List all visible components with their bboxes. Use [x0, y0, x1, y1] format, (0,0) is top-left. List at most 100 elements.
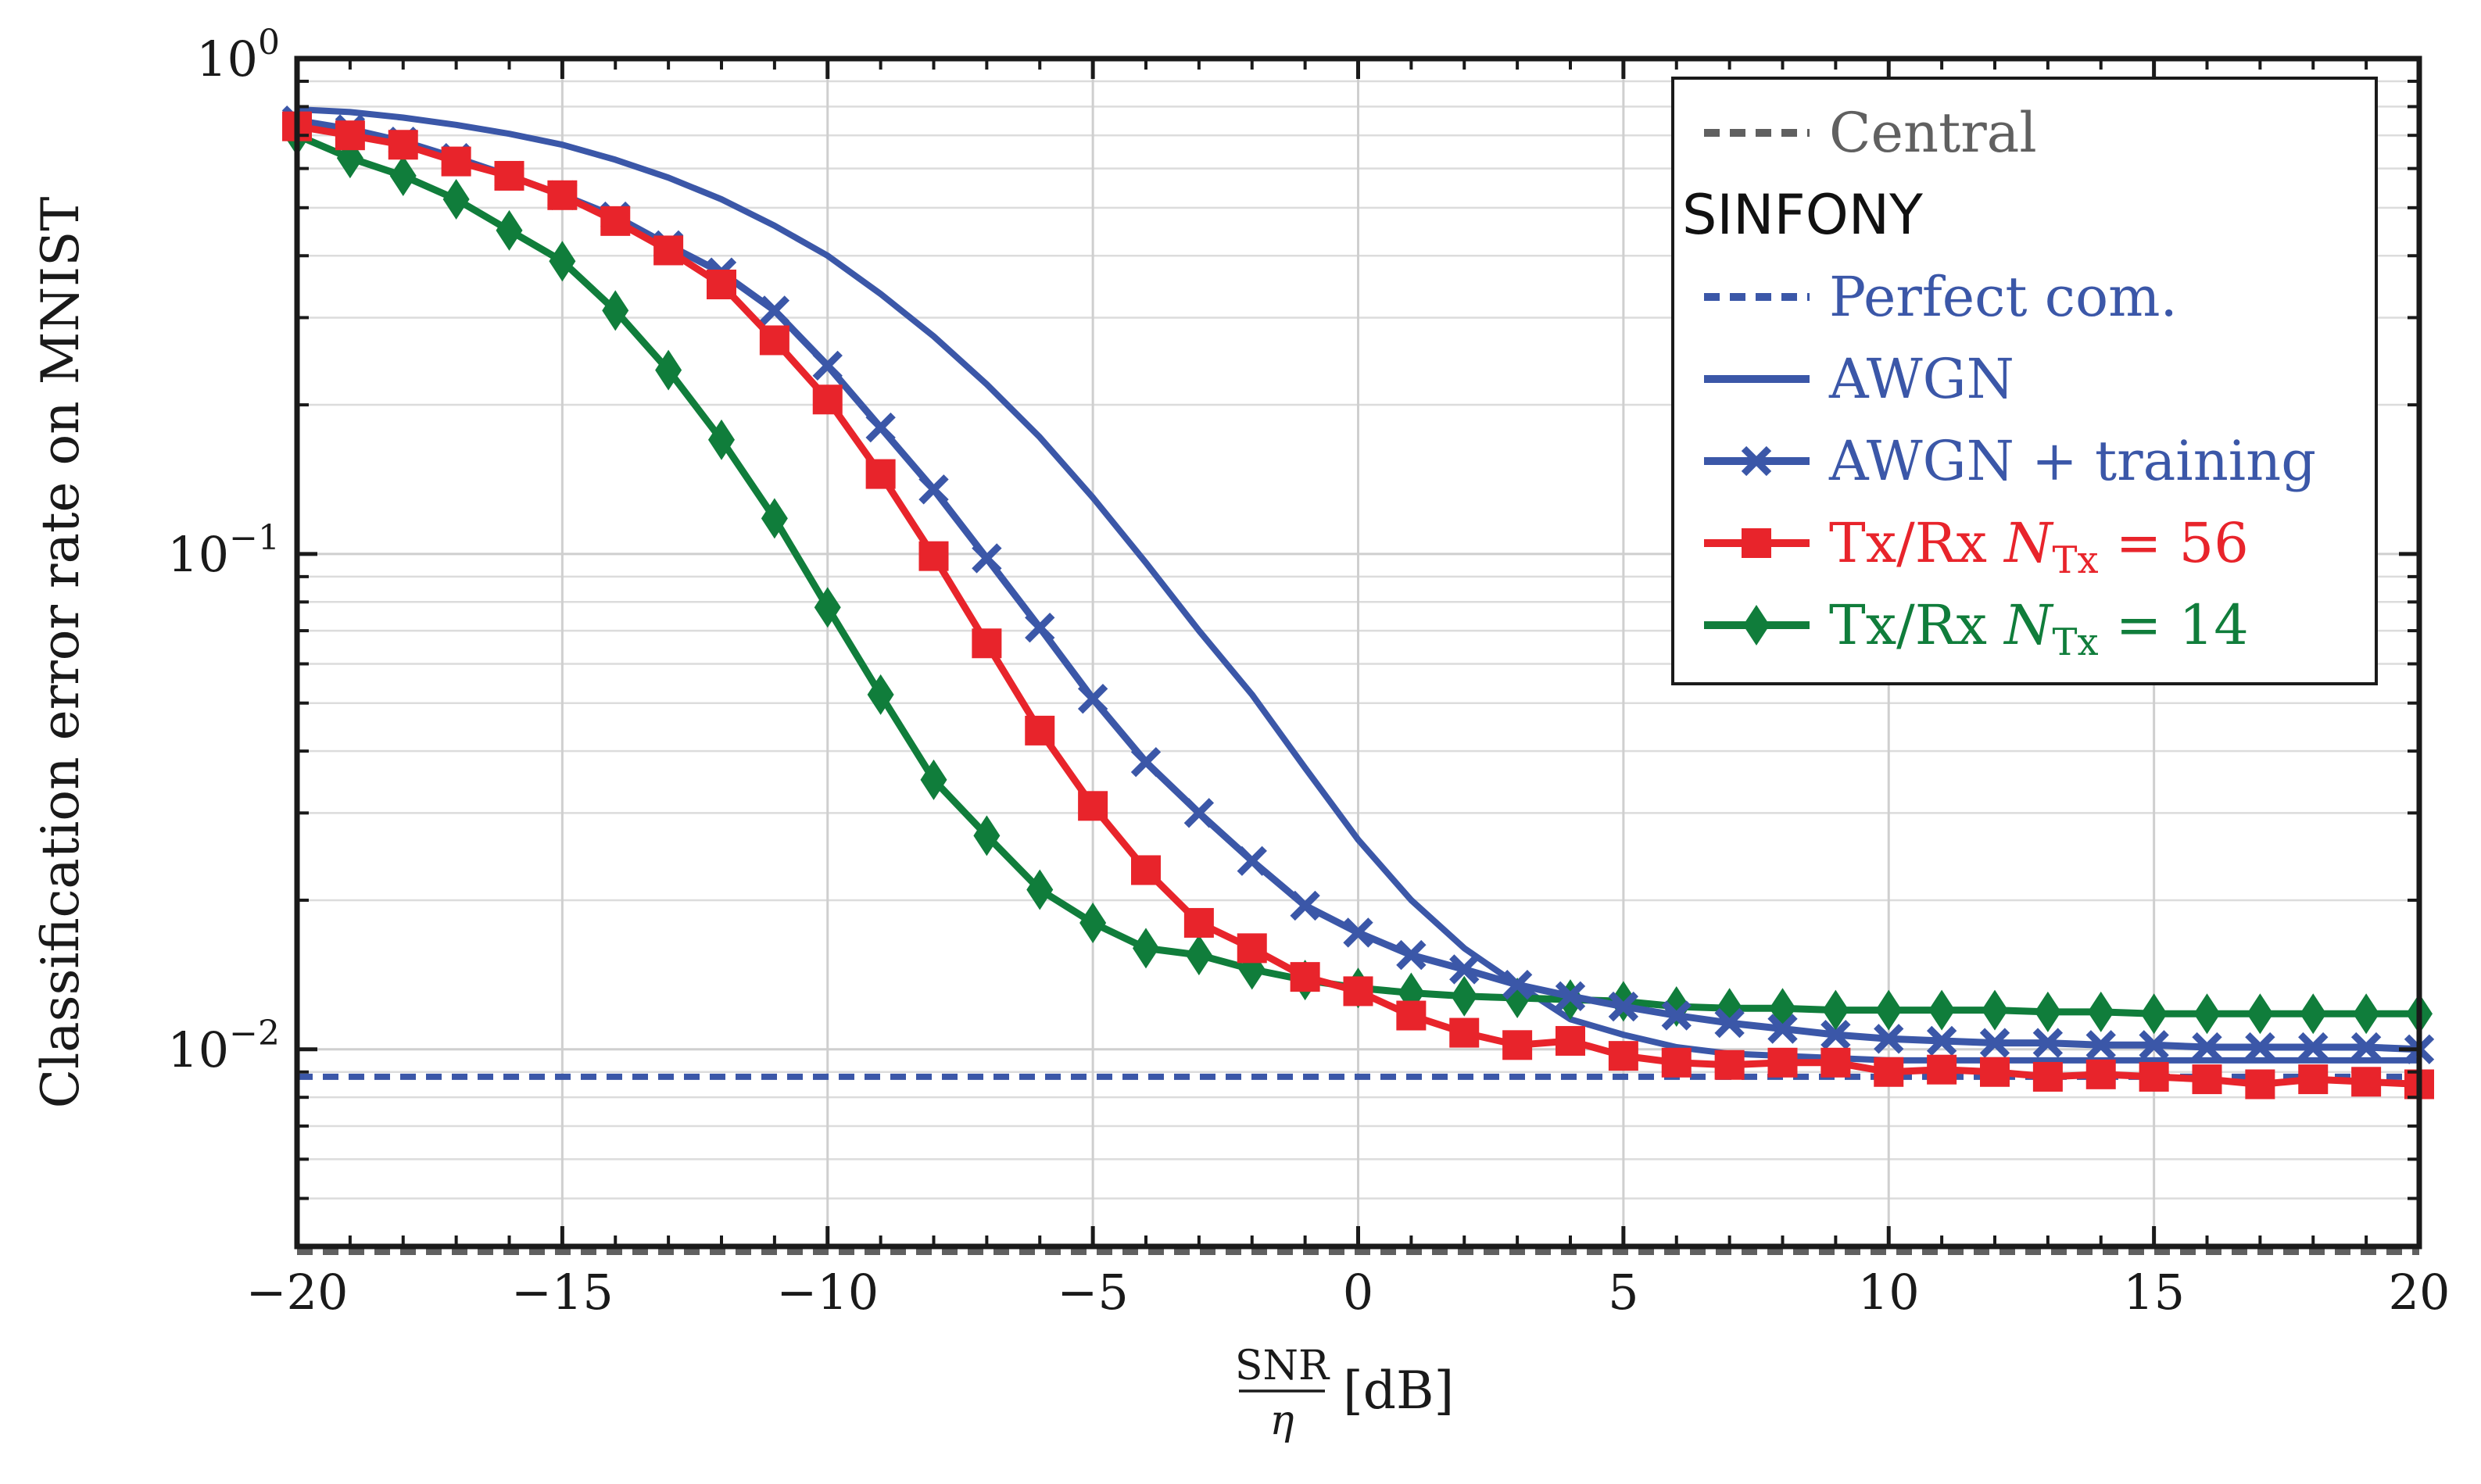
data-point-x [812, 350, 843, 381]
data-point-x [1183, 798, 1215, 828]
data-point-square [335, 120, 365, 151]
data-point-square [1025, 715, 1055, 746]
data-point-diamond [2034, 991, 2061, 1032]
legend-title: SINFONY [1682, 183, 1923, 247]
legend-entry-tx-rx-n-tx-14: Tx/Rx NTx = 14 [1704, 593, 2249, 664]
y-tick-label: 100 [196, 23, 280, 88]
data-point-x [1502, 969, 1533, 1000]
data-point-x [1714, 1007, 1745, 1039]
data-point-square [653, 235, 684, 266]
data-point-diamond [867, 674, 894, 715]
data-point-square [2192, 1064, 2222, 1095]
data-point-diamond [1451, 975, 1478, 1017]
data-point-diamond [549, 241, 576, 282]
data-point-diamond [496, 209, 523, 251]
series-line-awgn [296, 105, 2419, 1064]
data-point-square [1874, 1057, 1904, 1087]
data-point-x [1077, 684, 1108, 714]
data-point-square [1449, 1017, 1480, 1048]
data-point-diamond [920, 759, 947, 800]
legend-entry-tx-rx-n-tx-56: Tx/Rx NTx = 56 [1704, 511, 2249, 582]
data-point-square [1661, 1047, 1692, 1078]
data-point-square [1343, 976, 1373, 1007]
data-point-x [1025, 612, 1055, 643]
series-awgn [296, 105, 2419, 1064]
data-point-diamond [1822, 989, 1849, 1031]
data-point-x [1979, 1028, 2010, 1058]
x-tick-label: −10 [776, 1264, 879, 1321]
data-point-x [1874, 1024, 1904, 1054]
ticks: −20 −15 −10 −5 0 5 10 15 20 100 10−1 10−2 [167, 23, 2450, 1321]
data-point-x [1926, 1025, 1957, 1057]
data-point-diamond [973, 815, 1001, 856]
data-point-x [1396, 939, 1427, 971]
legend: Central SINFONY Perfect com. AWGN AWGN + tra… [1671, 77, 2378, 685]
data-point-diamond [708, 419, 735, 460]
x-tick-label: −20 [246, 1264, 349, 1321]
data-point-x [972, 543, 1002, 574]
data-point-diamond [814, 587, 841, 628]
data-point-x [759, 295, 790, 326]
legend-label: Perfect com. [1829, 265, 2178, 329]
data-point-x [2032, 1028, 2064, 1058]
legend-label: Tx/Rx NTx = 14 [1829, 593, 2249, 664]
x-axis-label: SNR η [dB] [1235, 1343, 1454, 1444]
data-point-x [918, 474, 949, 505]
y-axis-label: Classification error rate on MNIST [30, 197, 91, 1109]
x-tick-label: 0 [1343, 1264, 1373, 1321]
data-point-square [547, 180, 578, 210]
data-point-square [1237, 933, 1267, 964]
data-point-square [812, 384, 843, 415]
data-point-square [1183, 907, 1214, 938]
legend-entry-awgn: AWGN [1704, 347, 2014, 411]
x-tick-label: −5 [1057, 1264, 1128, 1321]
data-point-square [388, 130, 418, 160]
data-point-x [1449, 954, 1480, 985]
data-point-square [441, 146, 471, 177]
data-point-diamond [602, 290, 629, 331]
data-point-diamond [1185, 935, 1212, 976]
data-point-square [1767, 1047, 1798, 1078]
data-point-x [2298, 1032, 2329, 1063]
data-point-x [1767, 1014, 1798, 1044]
data-point-diamond [1743, 605, 1770, 645]
data-point-diamond [389, 155, 417, 196]
data-point-x [1608, 991, 1639, 1022]
data-point-x [2192, 1032, 2222, 1063]
legend-entry-perfect-com: Perfect com. [1704, 265, 2178, 329]
data-point-square [972, 628, 1002, 659]
legend-label: Tx/Rx NTx = 56 [1829, 511, 2249, 582]
data-point-square [1131, 855, 1161, 885]
data-point-square [1502, 1030, 1533, 1060]
data-point-square [600, 206, 631, 236]
data-point-diamond [2300, 993, 2327, 1035]
x-tick-label: 5 [1608, 1264, 1638, 1321]
data-point-square [1290, 962, 1320, 992]
x-tick-label: 15 [2123, 1264, 2185, 1321]
data-point-square [1820, 1047, 1851, 1078]
data-point-diamond [2087, 991, 2114, 1032]
data-point-x [1130, 747, 1162, 778]
data-point-square [1608, 1041, 1638, 1071]
data-point-x [1343, 917, 1373, 948]
data-point-square [1396, 1000, 1427, 1031]
data-point-square [2245, 1069, 2275, 1100]
data-point-diamond [2193, 993, 2221, 1035]
data-point-x [2139, 1030, 2169, 1060]
x-axis-label-numerator: SNR [1235, 1343, 1330, 1389]
data-point-x [2245, 1032, 2275, 1063]
data-point-diamond [1928, 989, 1956, 1031]
data-point-square [865, 459, 896, 489]
data-point-diamond [1982, 989, 2008, 1031]
data-point-square [2298, 1064, 2329, 1095]
data-point-square [1742, 528, 1771, 558]
data-point-x [1741, 445, 1772, 477]
data-point-square [1980, 1057, 2010, 1087]
data-point-square [1556, 1025, 1585, 1056]
data-point-x [1290, 890, 1320, 921]
data-point-square [707, 270, 736, 300]
data-point-diamond [1026, 869, 1054, 910]
data-point-square [494, 160, 524, 191]
data-point-square [1927, 1054, 1957, 1085]
